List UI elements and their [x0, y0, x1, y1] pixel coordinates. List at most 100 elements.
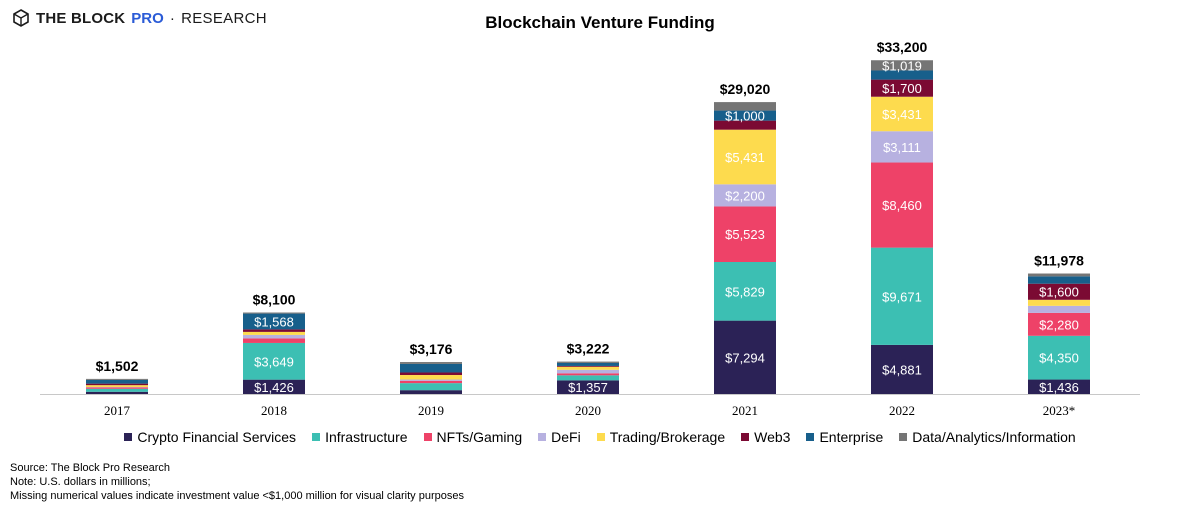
bar-segment-2019-6	[400, 363, 462, 373]
bar-segment-2023-3	[1028, 305, 1090, 313]
segment-value-label: $5,829	[725, 284, 765, 299]
segment-value-label: $1,426	[254, 380, 294, 395]
legend-label: NFTs/Gaming	[436, 429, 523, 445]
bar-segment-2019-1	[400, 383, 462, 391]
bar-segment-2023-2	[1028, 312, 1090, 336]
segment-value-label: $1,019	[882, 58, 922, 73]
x-tick-label: 2022	[889, 403, 915, 418]
bar-segment-2018-0	[243, 379, 305, 394]
legend-swatch	[899, 433, 908, 441]
chart-title: Blockchain Venture Funding	[485, 13, 715, 32]
bar-segment-2020-1	[557, 375, 619, 381]
bar-segment-2017-2	[86, 387, 148, 389]
legend-item: Data/Analytics/Information	[899, 429, 1076, 445]
bar-segment-2023-6	[1028, 276, 1090, 284]
bar-segment-2021-6	[714, 110, 776, 121]
bar-total-label: $11,978	[1034, 253, 1084, 269]
bar-segment-2018-4	[243, 331, 305, 335]
legend-swatch	[741, 433, 750, 441]
bar-segment-2019-7	[400, 362, 462, 364]
legend-swatch	[423, 433, 432, 441]
segment-value-label: $1,700	[882, 81, 922, 96]
bar-segment-2022-3	[871, 131, 933, 163]
bar-segment-2022-1	[871, 247, 933, 345]
x-tick-label: 2020	[575, 403, 601, 418]
legend-item: Crypto Financial Services	[124, 429, 296, 445]
segment-value-label: $1,000	[725, 109, 765, 124]
legend-label: Infrastructure	[325, 429, 408, 445]
segment-value-label: $7,294	[725, 350, 765, 365]
bar-total-label: $29,020	[720, 81, 771, 97]
bar-segment-2022-2	[871, 162, 933, 248]
x-tick-label: 2019	[418, 403, 444, 418]
bar-segment-2021-3	[714, 184, 776, 207]
bar-segment-2020-3	[557, 369, 619, 374]
bar-segment-2023-1	[1028, 335, 1090, 380]
units-note: Note: U.S. dollars in millions;	[10, 476, 151, 488]
bar-total-label: $1,502	[96, 358, 139, 374]
segment-value-label: $1,436	[1039, 380, 1079, 395]
segment-value-label: $1,568	[254, 314, 294, 329]
bar-segment-2019-2	[400, 380, 462, 384]
bar-segment-2021-2	[714, 206, 776, 262]
bar-segment-2020-7	[557, 361, 619, 363]
bar-total-label: $8,100	[253, 292, 296, 308]
bar-total-label: $3,222	[567, 341, 610, 357]
brand-logo: THE BLOCK PRO · RESEARCH	[12, 9, 267, 27]
bar-segment-2017-7	[86, 378, 148, 380]
bar-total-label: $33,200	[877, 39, 928, 55]
bar-segment-2023-0	[1028, 379, 1090, 394]
bar-segment-2017-0	[86, 391, 148, 394]
brand-separator: ·	[169, 9, 176, 27]
brand-pro: PRO	[131, 9, 164, 27]
legend-swatch	[806, 433, 815, 441]
bar-segment-2019-5	[400, 372, 462, 375]
bar-segment-2017-1	[86, 388, 148, 392]
bar-segment-2018-2	[243, 338, 305, 343]
segment-value-label: $5,523	[725, 227, 765, 242]
bar-segment-2021-0	[714, 320, 776, 394]
bar-segment-2019-4	[400, 374, 462, 380]
bar-segment-2022-0	[871, 344, 933, 394]
segment-value-label: $3,111	[883, 140, 921, 155]
bar-segment-2020-6	[557, 362, 619, 366]
bar-segment-2023-5	[1028, 283, 1090, 300]
bar-segment-2021-1	[714, 261, 776, 321]
stacked-bar-chart: Blockchain Venture Funding $1,502 $1,426 $…	[40, 13, 1140, 418]
legend-swatch	[596, 433, 605, 441]
bar-segment-2018-1	[243, 342, 305, 380]
legend-label: Web3	[754, 429, 791, 445]
bar-segment-2019-3	[400, 379, 462, 381]
brand-name: THE BLOCK	[36, 9, 126, 27]
bar-segment-2021-4	[714, 129, 776, 185]
legend-swatch	[538, 433, 547, 441]
segment-value-label: $5,431	[725, 150, 765, 165]
x-tick-label: 2023*	[1043, 403, 1076, 418]
legend-item: Web3	[741, 429, 790, 445]
bar-total-label: $3,176	[410, 341, 453, 357]
segment-value-label: $2,200	[725, 188, 765, 203]
bar-segment-2019-0	[400, 390, 462, 394]
bar-segment-2020-2	[557, 373, 619, 376]
legend-label: Crypto Financial Services	[137, 429, 297, 445]
bar-segment-2020-4	[557, 366, 619, 370]
bar-segment-2022-4	[871, 96, 933, 132]
segment-value-label: $8,460	[882, 198, 922, 213]
x-tick-label: 2021	[732, 403, 758, 418]
legend-item: NFTs/Gaming	[423, 429, 523, 445]
segment-value-label: $1,600	[1039, 285, 1079, 300]
bar-segment-2021-5	[714, 120, 776, 130]
x-tick-label: 2018	[261, 403, 287, 418]
legend-item: Enterprise	[806, 429, 883, 445]
block-cube-icon	[13, 9, 29, 27]
segment-value-label: $1,357	[568, 380, 608, 395]
legend-item: Infrastructure	[312, 429, 408, 445]
bar-segment-2021-7	[714, 102, 776, 111]
legend-swatch	[312, 433, 321, 441]
clarity-note: Missing numerical values indicate invest…	[10, 490, 464, 502]
segment-value-label: $4,350	[1039, 351, 1079, 366]
segment-value-label: $4,881	[882, 362, 922, 377]
chart-notes: Source: The Block Pro Research Note: U.S…	[10, 461, 464, 503]
x-tick-label: 2017	[104, 403, 131, 418]
legend-label: Trading/Brokerage	[609, 429, 726, 445]
